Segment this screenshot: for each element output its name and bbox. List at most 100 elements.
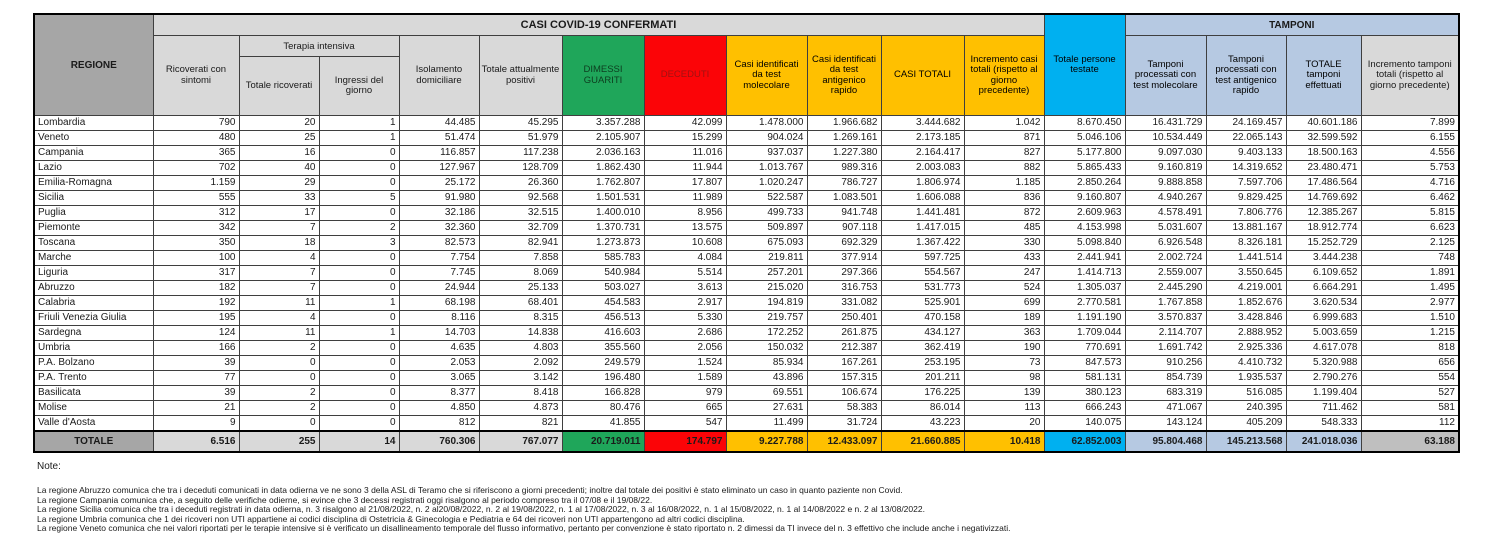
- data-cell: 1.400.010: [561, 205, 645, 221]
- data-cell: 25.133: [478, 280, 563, 296]
- data-cell: 9.403.133: [1205, 145, 1287, 161]
- region-name: Liguria: [33, 265, 154, 281]
- table-body: Lombardia 790 20 1 44.485 45.295 3.357.288 42.0…: [33, 115, 1460, 453]
- column-header-ti-totale: Totale ricoverati: [238, 56, 320, 116]
- data-cell: 182: [152, 280, 240, 296]
- data-cell: 40: [238, 160, 320, 176]
- data-cell: 14: [318, 430, 400, 453]
- data-cell: 3.065: [398, 370, 480, 386]
- data-cell: 7: [238, 220, 320, 236]
- total-row: TOTALE 6.516 255 14 760.306 767.077 20.719.011…: [33, 430, 1460, 453]
- data-cell: 2.917: [643, 295, 727, 311]
- data-cell: 0: [318, 280, 400, 296]
- data-cell: 17: [238, 205, 320, 221]
- data-cell: 1.441.514: [1205, 250, 1287, 266]
- data-cell: 480: [152, 130, 240, 146]
- region-name: Lombardia: [33, 115, 154, 131]
- data-cell: 656: [1360, 355, 1460, 371]
- data-cell: 24.169.457: [1205, 115, 1287, 131]
- data-cell: 2.770.581: [1043, 295, 1126, 311]
- page: REGIONE CASI COVID-19 CONFERMATI Totale …: [0, 13, 1491, 560]
- data-cell: 10.608: [643, 235, 727, 251]
- data-cell: 503.027: [561, 280, 645, 296]
- column-header-tamponi-totale: TOTALE tamponi effettuati: [1285, 35, 1362, 116]
- data-cell: 106.674: [806, 385, 882, 401]
- data-cell: 16.431.729: [1124, 115, 1207, 131]
- data-cell: 3.444.682: [880, 115, 965, 131]
- data-cell: 2.609.963: [1043, 205, 1126, 221]
- data-cell: 150.032: [725, 340, 808, 356]
- data-cell: 143.124: [1124, 415, 1207, 432]
- data-cell: 3.550.645: [1205, 265, 1287, 281]
- data-cell: 4.873: [478, 400, 563, 416]
- table-row: Calabria 192 11 1 68.198 68.401 454.583 2.917 19…: [33, 295, 1460, 311]
- data-cell: 1.935.537: [1205, 370, 1287, 386]
- data-cell: 73: [963, 355, 1045, 371]
- table-row: P.A. Bolzano 39 0 0 2.053 2.092 249.579 1.524 85…: [33, 355, 1460, 371]
- data-cell: 176.225: [880, 385, 965, 401]
- data-cell: 907.118: [806, 220, 882, 236]
- data-cell: 1.478.000: [725, 115, 808, 131]
- data-cell: 555: [152, 190, 240, 206]
- data-cell: 7.806.776: [1205, 205, 1287, 221]
- table-row: Basilicata 39 2 0 8.377 8.418 166.828 979 69.551…: [33, 385, 1460, 401]
- data-cell: 32.360: [398, 220, 480, 236]
- data-cell: 6.664.291: [1285, 280, 1362, 296]
- data-cell: 9.097.030: [1124, 145, 1207, 161]
- region-name: Molise: [33, 400, 154, 416]
- data-cell: 350: [152, 235, 240, 251]
- data-cell: 7.858: [478, 250, 563, 266]
- data-cell: 365: [152, 145, 240, 161]
- table-row: Lombardia 790 20 1 44.485 45.295 3.357.288 42.0…: [33, 115, 1460, 131]
- data-cell: 5.815: [1360, 205, 1460, 221]
- data-cell: 113: [963, 400, 1045, 416]
- data-cell: 31.724: [806, 415, 882, 432]
- column-header-casi-totali: CASI TOTALI: [880, 35, 965, 116]
- data-cell: 9.227.788: [725, 430, 808, 453]
- data-cell: 5.046.106: [1043, 130, 1126, 146]
- data-cell: 2.125: [1360, 235, 1460, 251]
- data-cell: 585.783: [561, 250, 645, 266]
- data-cell: 0: [318, 400, 400, 416]
- data-cell: 95.804.468: [1124, 430, 1207, 453]
- data-cell: 3.620.534: [1285, 295, 1362, 311]
- data-cell: 937.037: [725, 145, 808, 161]
- data-cell: 330: [963, 235, 1045, 251]
- data-cell: 316.753: [806, 280, 882, 296]
- data-cell: 547: [643, 415, 727, 432]
- data-cell: 554: [1360, 370, 1460, 386]
- data-cell: 85.934: [725, 355, 808, 371]
- region-name: Veneto: [33, 130, 154, 146]
- data-cell: 44.485: [398, 115, 480, 131]
- data-cell: 13.575: [643, 220, 727, 236]
- data-cell: 172.252: [725, 325, 808, 341]
- data-cell: 904.024: [725, 130, 808, 146]
- data-cell: 8.116: [398, 310, 480, 326]
- region-name: Umbria: [33, 340, 154, 356]
- data-cell: 2.053: [398, 355, 480, 371]
- data-cell: 1.185: [963, 175, 1045, 191]
- data-cell: 2.445.290: [1124, 280, 1207, 296]
- data-cell: 0: [318, 160, 400, 176]
- data-cell: 1.215: [1360, 325, 1460, 341]
- data-cell: 1.370.731: [561, 220, 645, 236]
- data-cell: 3: [318, 235, 400, 251]
- data-cell: 770.691: [1043, 340, 1126, 356]
- column-header-casi-molecolare: Casi identificati da test molecolare: [725, 35, 808, 116]
- data-cell: 219.757: [725, 310, 808, 326]
- data-cell: 62.852.003: [1043, 430, 1126, 453]
- column-header-incremento-casi: Incremento casi totali (rispetto al gior…: [963, 35, 1045, 116]
- data-cell: 68.401: [478, 295, 563, 311]
- table-row: Umbria 166 2 0 4.635 4.803 355.560 2.056 150.032…: [33, 340, 1460, 356]
- data-cell: 13.881.167: [1205, 220, 1287, 236]
- data-cell: 836: [963, 190, 1045, 206]
- table-row: Toscana 350 18 3 82.573 82.941 1.273.873 10.608…: [33, 235, 1460, 251]
- data-cell: 2.925.336: [1205, 340, 1287, 356]
- data-cell: 41.855: [561, 415, 645, 432]
- data-cell: 760.306: [398, 430, 480, 453]
- band-tamponi: TAMPONI: [1124, 13, 1460, 36]
- data-cell: 82.573: [398, 235, 480, 251]
- data-cell: 2: [318, 220, 400, 236]
- data-cell: 9: [152, 415, 240, 432]
- data-cell: 1.852.676: [1205, 295, 1287, 311]
